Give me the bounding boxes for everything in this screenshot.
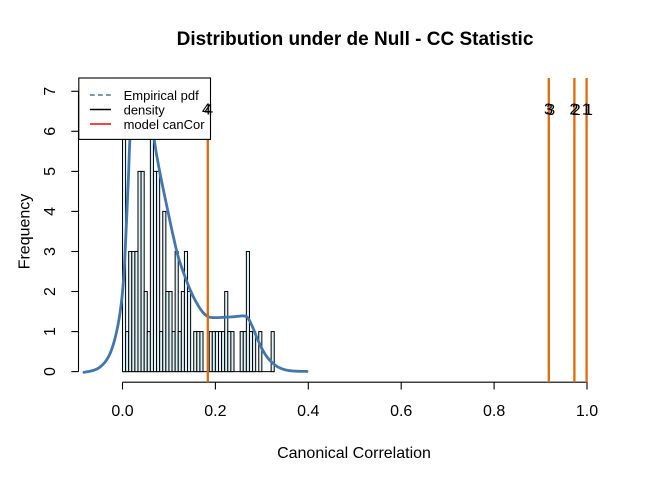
svg-text:2: 2 bbox=[572, 102, 581, 119]
svg-text:model canCor: model canCor bbox=[124, 117, 206, 132]
svg-text:1: 1 bbox=[584, 102, 593, 119]
svg-text:1: 1 bbox=[42, 327, 59, 336]
svg-text:3: 3 bbox=[544, 102, 553, 119]
svg-text:density: density bbox=[124, 103, 166, 118]
svg-text:Frequency: Frequency bbox=[17, 194, 34, 270]
svg-text:2: 2 bbox=[570, 102, 579, 119]
svg-text:Distribution under de Null - C: Distribution under de Null - CC Statisti… bbox=[177, 29, 534, 50]
svg-text:3: 3 bbox=[42, 247, 59, 256]
svg-text:7: 7 bbox=[42, 87, 59, 96]
svg-text:3: 3 bbox=[546, 102, 555, 119]
svg-text:4: 4 bbox=[42, 207, 59, 216]
svg-text:5: 5 bbox=[42, 167, 59, 176]
svg-text:0.8: 0.8 bbox=[483, 403, 505, 420]
svg-text:6: 6 bbox=[42, 127, 59, 136]
svg-text:0: 0 bbox=[42, 367, 59, 376]
svg-text:4: 4 bbox=[202, 102, 211, 119]
svg-text:0.6: 0.6 bbox=[390, 403, 412, 420]
svg-text:0.4: 0.4 bbox=[297, 403, 319, 420]
svg-text:2: 2 bbox=[42, 287, 59, 296]
svg-text:1: 1 bbox=[582, 102, 591, 119]
svg-text:Canonical Correlation: Canonical Correlation bbox=[277, 445, 431, 462]
svg-text:Empirical pdf: Empirical pdf bbox=[124, 88, 200, 103]
svg-text:1.0: 1.0 bbox=[576, 403, 598, 420]
svg-text:0.2: 0.2 bbox=[204, 403, 226, 420]
svg-text:0.0: 0.0 bbox=[111, 403, 133, 420]
svg-text:4: 4 bbox=[204, 102, 213, 119]
